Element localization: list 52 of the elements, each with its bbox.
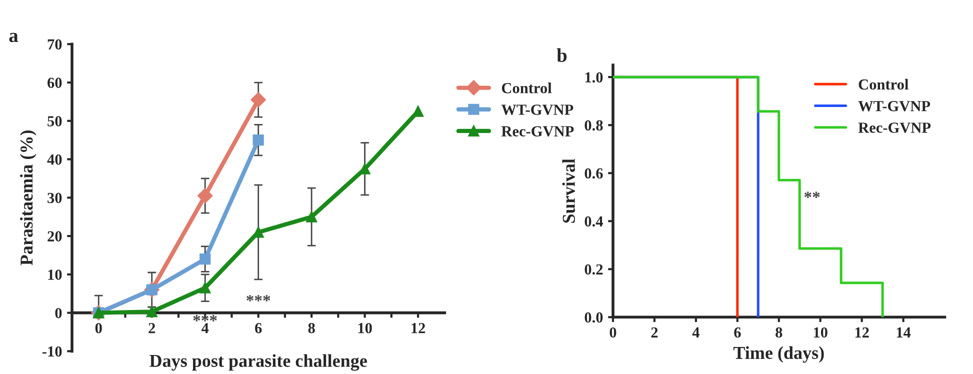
x-tick-label: 8 <box>308 322 315 334</box>
y-tick-label: 0 <box>55 308 62 318</box>
y-tick-label: 70 <box>48 39 62 50</box>
point <box>146 306 158 318</box>
point <box>250 92 266 108</box>
legend-label: Rec-GVNP <box>858 122 931 133</box>
x-tick-label: 4 <box>201 323 209 334</box>
legend-label: Control <box>502 82 552 94</box>
x-tick-label: 14 <box>896 327 911 338</box>
y-tick-label: 40 <box>47 154 62 165</box>
y-tick-label: 60 <box>48 78 62 88</box>
point <box>200 254 211 265</box>
y-tick-label: 10 <box>48 270 62 280</box>
y-tick-label: 0.4 <box>584 216 603 227</box>
chart-title: a <box>9 32 18 42</box>
x-tick-label: 6 <box>255 323 262 334</box>
x-tick-label: 6 <box>734 327 741 338</box>
y-tick-label: 30 <box>48 192 62 204</box>
y-tick-label: 0.0 <box>584 312 603 323</box>
point <box>198 188 213 204</box>
x-tick-label: 8 <box>776 327 782 338</box>
x-tick-label: 10 <box>358 322 372 334</box>
x-tick-label: 4 <box>692 327 700 338</box>
legend-label: Rec-GVNP <box>501 126 574 137</box>
x-tick-label: 0 <box>610 327 616 338</box>
point <box>200 282 211 294</box>
y-tick-label: 1.0 <box>585 72 603 83</box>
x-tick-label: 0 <box>95 322 102 334</box>
x-tick-label: 2 <box>651 327 658 338</box>
legend-label: WT-GVNP <box>501 104 574 115</box>
y-tick-label: 50 <box>48 116 62 126</box>
chart-title: b <box>556 48 567 62</box>
x-axis-title: Days post parasite challenge <box>150 354 367 371</box>
legend-label: Control <box>858 78 908 90</box>
x-tick-label: 12 <box>412 323 426 334</box>
legend-label: WT-GVNP <box>858 100 930 112</box>
x-tick-label: 10 <box>814 327 828 338</box>
y-axis-title: Parasitaemia (%) <box>20 130 36 266</box>
annotation: *** <box>193 315 217 322</box>
y-tick-label: 20 <box>48 231 62 242</box>
x-tick-label: 12 <box>855 327 869 338</box>
y-axis-title: Survival <box>562 158 575 223</box>
y-tick-label: 0.6 <box>584 168 603 179</box>
x-axis-title: Time (days) <box>733 346 824 363</box>
y-tick-label: -10 <box>42 346 62 357</box>
x-tick-label: 2 <box>148 323 156 334</box>
annotation: *** <box>246 295 270 302</box>
annotation: ** <box>804 192 820 198</box>
point <box>252 134 264 146</box>
y-tick-label: 0.2 <box>584 264 603 275</box>
y-tick-label: 0.8 <box>584 120 603 131</box>
point <box>306 211 318 222</box>
